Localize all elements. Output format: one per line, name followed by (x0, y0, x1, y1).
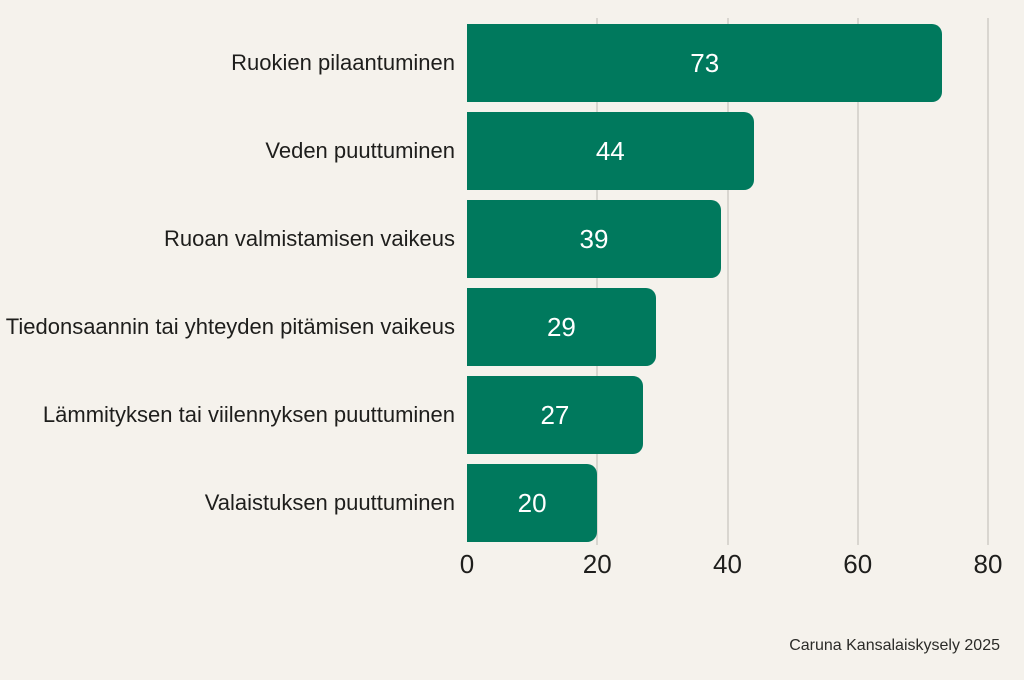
bar-value-label: 73 (690, 48, 720, 78)
plot-area: 73 44 39 29 27 20 (467, 0, 989, 680)
bars-layer: 73 44 39 29 27 20 (467, 0, 988, 680)
category-label: Tiedonsaannin tai yhteyden pitämisen vai… (5, 314, 455, 339)
gridline (987, 18, 989, 545)
gridline (726, 18, 729, 545)
category-label: Lämmityksen tai viilennyksen puuttuminen (42, 402, 455, 427)
bar: 39 (467, 200, 721, 278)
bar: 73 (467, 24, 943, 102)
bar: 29 (467, 288, 656, 366)
bar: 44 (467, 112, 754, 190)
bar-value-label: 39 (579, 224, 609, 254)
bar: 20 (467, 464, 598, 542)
category-label: Ruokien pilaantuminen (231, 50, 455, 75)
x-tick-label: 0 (459, 549, 475, 579)
x-tick-label: 40 (713, 549, 742, 579)
source-caption: Caruna Kansalaiskysely 2025 (789, 637, 1000, 654)
x-tick-label: 60 (843, 549, 873, 579)
x-tick-label: 80 (973, 549, 1003, 579)
bar-value-label: 29 (546, 312, 576, 342)
category-label: Ruoan valmistamisen vaikeus (163, 226, 455, 251)
gridline (856, 18, 859, 545)
bar: 27 (467, 376, 643, 454)
category-label: Valaistuksen puuttuminen (204, 490, 455, 515)
gridline (596, 18, 599, 545)
gridlines (467, 0, 989, 680)
x-axis: 0 20 40 60 80 (460, 549, 1003, 579)
category-label: Veden puuttuminen (265, 138, 455, 163)
bar-value-label: 44 (595, 136, 625, 166)
x-tick-label: 20 (582, 549, 612, 579)
bar-value-label: 27 (540, 400, 570, 430)
bar-value-label: 20 (517, 488, 547, 518)
category-labels: Ruokien pilaantuminen Veden puuttuminen Ru… (0, 0, 455, 680)
